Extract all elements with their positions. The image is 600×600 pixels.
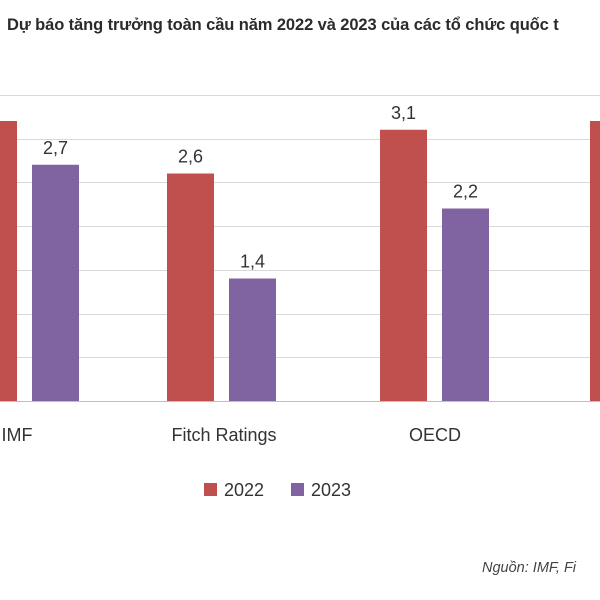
- data-label-oecd-2023: 2,2: [453, 182, 478, 202]
- data-label-fitch-ratings-2022: 2,6: [178, 147, 203, 167]
- data-label-imf-2023: 2,7: [43, 138, 68, 158]
- category-label-fitch-ratings: Fitch Ratings: [171, 425, 276, 445]
- bar-unlabeled-2022: [590, 121, 600, 401]
- data-labels: 2,6 3,1 2,7 1,4 2,2: [43, 103, 478, 272]
- category-label-oecd: OECD: [409, 425, 461, 445]
- bar-fitch-ratings-2023: [229, 278, 276, 401]
- data-label-oecd-2022: 3,1: [391, 103, 416, 123]
- bar-fitch-ratings-2022: [167, 173, 214, 401]
- legend: 2022 2023: [204, 480, 351, 500]
- legend-label-2023: 2023: [311, 480, 351, 500]
- category-labels: IMF Fitch Ratings OECD: [2, 425, 462, 445]
- legend-swatch-2022: [204, 483, 217, 496]
- source-note: Nguồn: IMF, Fi: [482, 560, 577, 576]
- data-label-fitch-ratings-2023: 1,4: [240, 252, 265, 272]
- chart-title: Dự báo tăng trưởng toàn cầu năm 2022 và …: [7, 16, 559, 34]
- bar-imf-2022: [0, 121, 17, 401]
- bar-oecd-2022: [380, 129, 427, 401]
- legend-label-2022: 2022: [224, 480, 264, 500]
- bar-imf-2023: [32, 164, 79, 401]
- category-label-imf: IMF: [2, 425, 33, 445]
- bars: [0, 121, 600, 401]
- legend-swatch-2023: [291, 483, 304, 496]
- gridlines: [0, 95, 600, 402]
- bar-oecd-2023: [442, 208, 489, 401]
